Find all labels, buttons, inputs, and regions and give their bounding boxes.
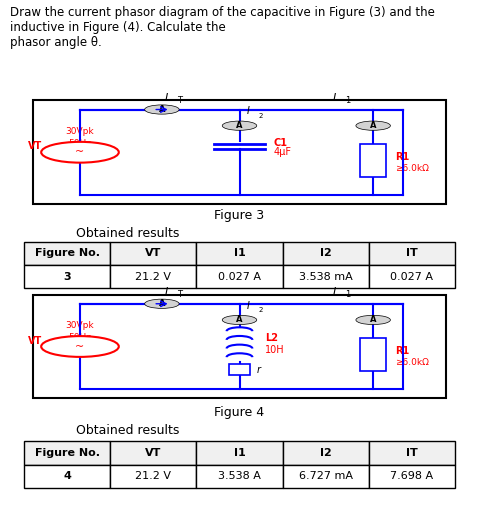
Text: Figure 4: Figure 4: [215, 406, 264, 418]
Text: I: I: [165, 287, 168, 297]
Circle shape: [145, 299, 179, 308]
Text: T: T: [177, 290, 182, 299]
Text: Obtained results: Obtained results: [76, 227, 179, 240]
Text: 2: 2: [259, 113, 263, 119]
Text: 1: 1: [345, 96, 350, 105]
Text: 1: 1: [345, 290, 350, 299]
Text: I: I: [333, 287, 336, 297]
Bar: [360, 144, 386, 176]
Text: R1: R1: [395, 346, 409, 356]
Text: Draw the current phasor diagram of the capacitive in Figure (3) and the inductiv: Draw the current phasor diagram of the c…: [10, 6, 434, 49]
Circle shape: [41, 336, 119, 357]
Circle shape: [41, 142, 119, 163]
Bar: [360, 339, 386, 371]
Text: I: I: [165, 92, 168, 102]
Text: 10H: 10H: [265, 345, 285, 355]
Text: I: I: [247, 301, 250, 311]
Text: 2: 2: [259, 307, 263, 313]
Text: T: T: [177, 96, 182, 105]
Text: 30Vpk: 30Vpk: [66, 321, 94, 330]
Text: ~: ~: [75, 147, 85, 157]
Text: L2: L2: [265, 333, 278, 343]
Circle shape: [145, 105, 179, 114]
Text: A: A: [159, 299, 165, 308]
Circle shape: [222, 121, 257, 130]
Text: ~: ~: [75, 341, 85, 352]
Text: A: A: [370, 121, 376, 130]
Text: r: r: [257, 364, 261, 375]
Text: Figure 3: Figure 3: [215, 209, 264, 222]
Text: VT: VT: [28, 141, 43, 152]
Text: C1: C1: [274, 138, 288, 148]
Text: A: A: [370, 316, 376, 324]
Text: 0°: 0°: [75, 153, 85, 163]
Text: 50Hz: 50Hz: [68, 139, 91, 148]
Text: I: I: [333, 92, 336, 102]
Text: A: A: [236, 121, 243, 130]
Text: VT: VT: [28, 335, 43, 346]
Text: 30Vpk: 30Vpk: [66, 127, 94, 136]
Text: ≥6.0kΩ: ≥6.0kΩ: [395, 358, 429, 367]
Circle shape: [356, 316, 390, 324]
Text: A: A: [236, 316, 243, 324]
Text: R1: R1: [395, 152, 409, 162]
Text: Obtained results: Obtained results: [76, 424, 179, 437]
Circle shape: [222, 316, 257, 324]
Text: 50Hz: 50Hz: [68, 333, 91, 342]
Bar: [229, 364, 250, 375]
Circle shape: [356, 121, 390, 130]
Text: ≥6.0kΩ: ≥6.0kΩ: [395, 164, 429, 173]
Text: A: A: [159, 105, 165, 114]
Text: 0°: 0°: [75, 348, 85, 357]
Text: I: I: [247, 107, 250, 117]
Text: 4µF: 4µF: [274, 147, 292, 157]
